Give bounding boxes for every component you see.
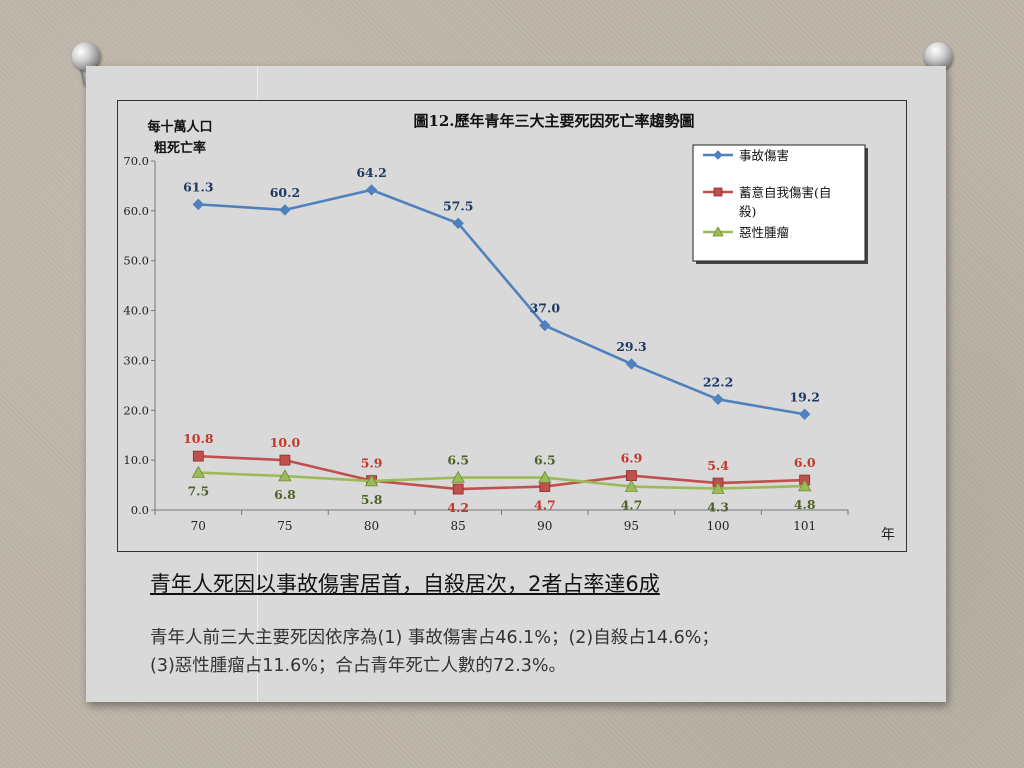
series-line-2 (198, 454, 805, 491)
series-1-data-label: 37.0 (530, 301, 561, 316)
legend-label-2: 蓄意自我傷害(自 (739, 185, 831, 200)
y-tick-label: 50.0 (123, 254, 149, 268)
series-1-point (539, 319, 551, 332)
series-2-data-label: 10.8 (183, 431, 214, 446)
series-3-data-label: 6.5 (447, 453, 469, 468)
y-tick-label: 60.0 (123, 204, 149, 218)
chart-container: 圖12.歷年青年三大主要死因死亡率趨勢圖 每十萬人口粗死亡率 0.0 10.0 20.0… (117, 100, 907, 552)
legend-box (692, 144, 866, 262)
y-tick-label: 30.0 (123, 353, 149, 367)
series-3-data-label: 4.3 (707, 500, 729, 515)
series-1-data-label: 64.2 (356, 165, 386, 180)
x-tick-label: 85 (451, 519, 466, 533)
y-tick-label: 20.0 (123, 403, 149, 417)
x-tick-label: 75 (277, 519, 292, 533)
series-1-data-label: 60.2 (270, 185, 300, 200)
series-3-point (538, 470, 552, 483)
series-1-point (712, 393, 724, 406)
series-1-point (192, 198, 205, 211)
legend-marker-2 (713, 187, 723, 197)
y-tick-label: 70.0 (123, 154, 149, 168)
series-3-point (624, 479, 639, 492)
series-3-point (191, 465, 205, 478)
x-tick-label: 70 (191, 519, 206, 533)
series-3-point (711, 481, 725, 494)
slide-body-text: 青年人前三大主要死因依序為(1) 事故傷害占46.1%；(2)自殺占14.6%；… (150, 624, 910, 680)
series-3-data-label: 5.8 (361, 492, 383, 507)
series-3-data-label: 4.8 (794, 497, 816, 512)
x-axis-label: 年 (881, 527, 895, 543)
series-1-point (365, 184, 378, 196)
x-tick-label: 80 (364, 519, 379, 533)
y-axis-label-line-1: 每十萬人口 (147, 119, 212, 135)
series-2-point (452, 483, 464, 495)
body-line-2: (3)惡性腫瘤占11.6%；合占青年死亡人數的72.3%。 (150, 656, 566, 676)
y-tick-label: 0.0 (131, 503, 149, 517)
slide-headline: 青年人死因以事故傷害居首，自殺居次，2者占率達6成 (150, 572, 660, 596)
series-line-1 (198, 188, 805, 416)
y-tick-label: 40.0 (123, 304, 149, 318)
series-3-data-label: 6.8 (274, 487, 296, 502)
y-tick-label: 10.0 (123, 453, 149, 467)
series-3-point (278, 469, 292, 482)
series-2-data-label: 6.0 (794, 455, 816, 470)
series-3-point (798, 479, 812, 492)
series-2-point (192, 450, 204, 462)
series-1-data-label: 29.3 (616, 339, 646, 354)
series-1-data-label: 57.5 (443, 198, 473, 213)
series-3-point (364, 474, 379, 487)
chart-title: 圖12.歷年青年三大主要死因死亡率趨勢圖 (413, 112, 694, 130)
legend-label-3: 惡性腫瘤 (739, 225, 790, 240)
series-3-data-label: 7.5 (187, 484, 209, 499)
series-2-data-label: 5.9 (361, 456, 383, 471)
series-2-data-label: 5.4 (707, 458, 729, 473)
series-1-data-label: 19.2 (789, 389, 819, 404)
x-tick-label: 90 (537, 519, 552, 533)
y-axis-label-line-2: 粗死亡率 (154, 140, 206, 156)
series-2-data-label: 4.7 (534, 498, 556, 513)
legend-label-2: 殺) (739, 204, 756, 219)
series-2-point (539, 481, 551, 492)
series-1-data-label: 22.2 (703, 374, 733, 389)
series-2-point (626, 470, 637, 481)
series-3-data-label: 6.5 (534, 453, 556, 468)
series-3-data-label: 4.7 (621, 498, 643, 513)
legend-marker-1 (713, 150, 723, 160)
series-1-data-label: 61.3 (183, 179, 213, 194)
series-1-point (279, 204, 291, 216)
series-1-point (625, 358, 638, 370)
series-2-data-label: 4.2 (447, 500, 469, 515)
series-2-data-label: 6.9 (621, 451, 643, 466)
legend-marker-3 (712, 226, 724, 237)
series-1-point (452, 217, 464, 230)
series-2-point (279, 454, 291, 466)
x-tick-label: 95 (624, 519, 639, 533)
legend-label-1: 事故傷害 (739, 148, 789, 163)
series-1-point (798, 408, 811, 420)
series-2-data-label: 10.0 (270, 435, 301, 450)
x-tick-label: 100 (707, 519, 730, 533)
body-line-1: 青年人前三大主要死因依序為(1) 事故傷害占46.1%；(2)自殺占14.6%； (150, 628, 719, 648)
series-line-3 (198, 471, 805, 490)
x-tick-label: 101 (793, 519, 816, 533)
series-3-point (451, 470, 465, 483)
